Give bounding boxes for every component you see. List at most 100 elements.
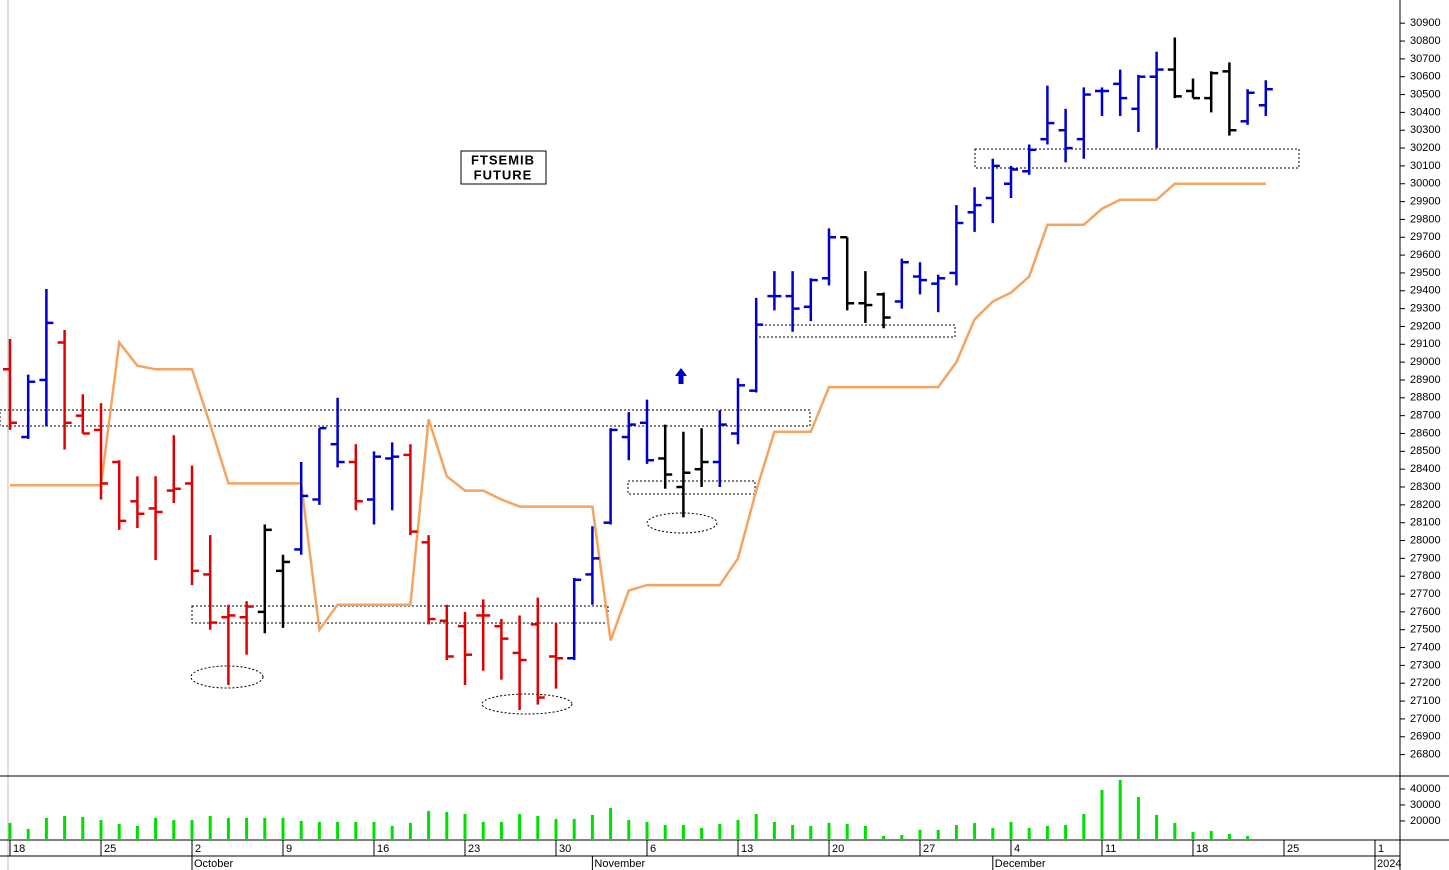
y-tick-label: 30800 [1410,35,1441,47]
y-tick-label: 30900 [1410,17,1441,29]
volume-bar [99,820,103,840]
y-tick-label: 28600 [1410,427,1441,439]
volume-bar [973,822,977,840]
volume-bar [700,828,704,840]
y-tick-label: 27600 [1410,606,1441,618]
arrow-up [675,368,687,384]
volume-tick-label: 40000 [1410,783,1441,795]
y-tick-label: 30600 [1410,71,1441,83]
volume-bar [1246,836,1250,840]
y-tick-label: 27500 [1410,624,1441,636]
y-tick-label: 26900 [1410,731,1441,743]
chart-title: FTSEMIB [471,152,535,167]
x-tick-label: 2 [195,843,201,855]
volume-bar [1209,830,1213,840]
month-label: 2024 [1377,858,1401,870]
y-tick-label: 28100 [1410,517,1441,529]
x-tick-label: 16 [377,843,389,855]
y-tick-label: 29700 [1410,231,1441,243]
x-tick-label: 13 [741,843,753,855]
volume-bar [900,834,904,840]
y-tick-label: 28800 [1410,392,1441,404]
x-tick-label: 25 [1287,843,1299,855]
volume-bar [827,822,831,840]
volume-bar [117,824,121,840]
volume-bar [135,825,139,840]
y-tick-label: 28700 [1410,410,1441,422]
volume-bar [172,820,176,840]
volume-bar [954,824,958,840]
volume-bar [481,821,485,840]
volume-bar [572,818,576,840]
range-box [974,148,1300,169]
volume-bar [408,822,412,840]
volume-bar [736,820,740,840]
y-tick-label: 29900 [1410,195,1441,207]
y-tick-label: 30300 [1410,124,1441,136]
volume-bar [1264,838,1268,840]
y-tick-label: 30500 [1410,88,1441,100]
volume-bar [245,817,249,840]
y-tick-label: 29200 [1410,320,1441,332]
volume-bar [263,817,267,840]
volume-bar [8,822,12,840]
volume-bar [1009,821,1013,840]
y-tick-label: 27100 [1410,695,1441,707]
low-marker [481,693,573,715]
x-tick-label: 18 [1196,843,1208,855]
volume-bar [81,816,85,840]
volume-bar [518,813,522,840]
volume-bar [26,828,30,840]
volume-bar [554,818,558,840]
y-tick-label: 28200 [1410,499,1441,511]
volume-bar [208,816,212,840]
y-tick-label: 29100 [1410,338,1441,350]
volume-bar [372,821,376,840]
y-tick-label: 27400 [1410,641,1441,653]
month-label: December [995,858,1046,870]
volume-bar [354,821,358,840]
y-tick-label: 30000 [1410,178,1441,190]
volume-bar [918,829,922,840]
y-tick-label: 29600 [1410,249,1441,261]
volume-bar [863,825,867,840]
title-box [460,150,547,185]
volume-bar [936,829,940,840]
volume-bar [281,817,285,840]
volume-bar [627,820,631,840]
volume-bar [499,821,503,840]
volume-bar [1173,822,1177,840]
x-tick-label: 30 [559,843,571,855]
y-tick-label: 29000 [1410,356,1441,368]
stop-line [10,182,1266,641]
volume-bar [154,817,158,840]
x-tick-label: 9 [286,843,292,855]
volume-bar [1100,789,1104,840]
y-tick-label: 27300 [1410,659,1441,671]
volume-bar [809,825,813,840]
volume-bar [1064,824,1068,840]
volume-bar [1082,813,1086,840]
volume-bar [663,824,667,840]
volume-bar [44,817,48,840]
volume-bar [590,814,594,840]
low-marker [190,665,264,689]
volume-tick-label: 20000 [1410,815,1441,827]
volume-bar [609,808,613,840]
y-tick-label: 28500 [1410,445,1441,457]
y-tick-label: 27900 [1410,552,1441,564]
y-tick-label: 30200 [1410,142,1441,154]
volume-bar [1118,780,1122,840]
volume-bar [718,824,722,840]
volume-bar [226,817,230,840]
volume-bar [299,820,303,840]
volume-bar [754,813,758,840]
y-tick-label: 28000 [1410,534,1441,546]
y-tick-label: 28300 [1410,481,1441,493]
volume-bar [1027,828,1031,840]
y-tick-label: 30100 [1410,160,1441,172]
volume-bar [772,821,776,840]
volume-bar [645,821,649,840]
